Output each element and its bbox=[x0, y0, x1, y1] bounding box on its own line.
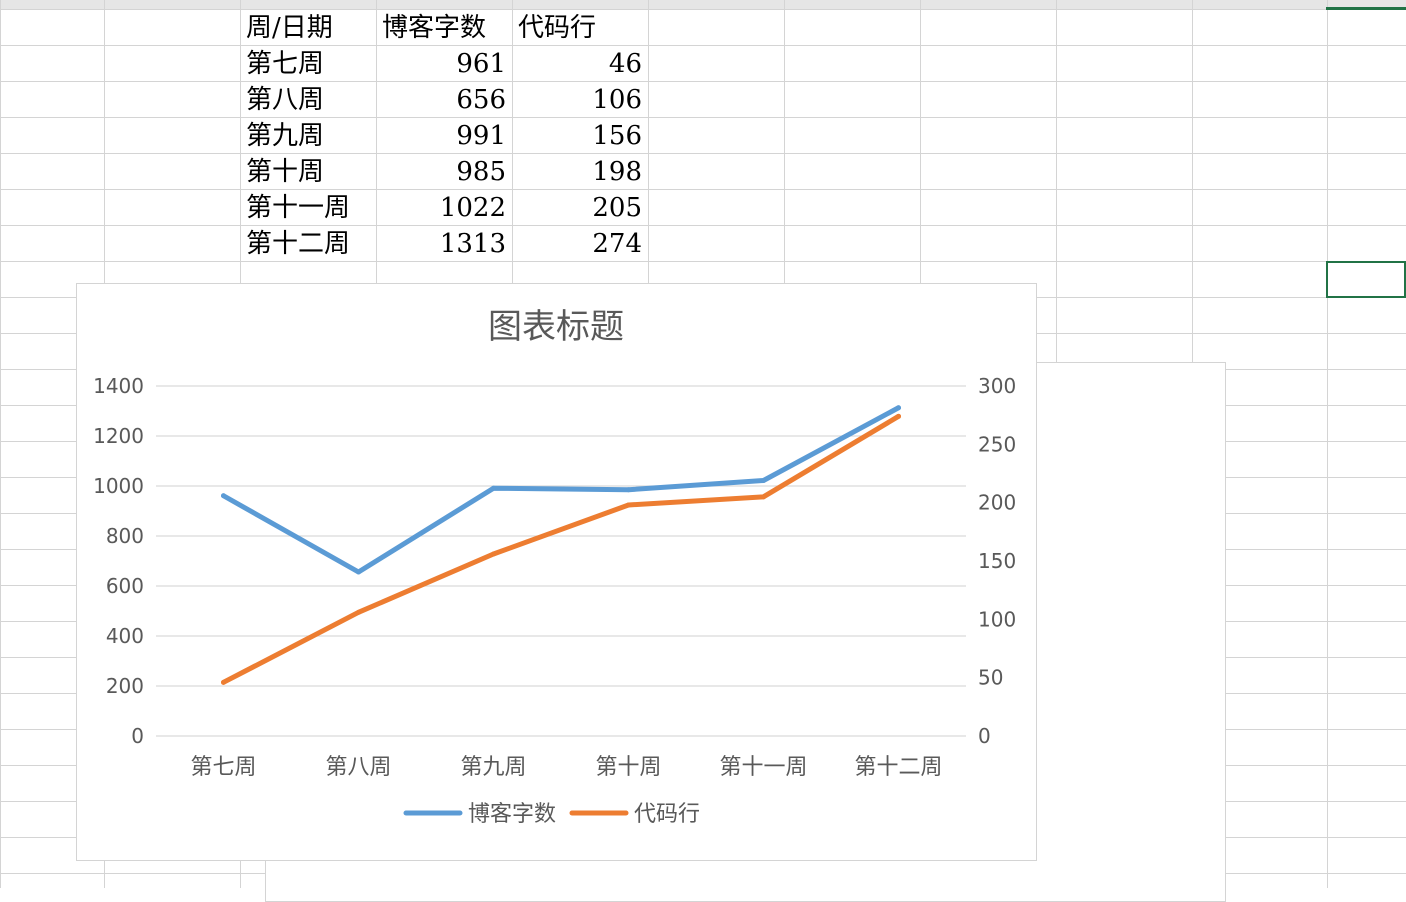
left-axis-tick-label: 200 bbox=[106, 674, 144, 698]
table-cell[interactable]: 106 bbox=[592, 85, 642, 115]
table-cell[interactable]: 第十一周 bbox=[246, 193, 351, 223]
data-point[interactable] bbox=[896, 405, 901, 411]
right-axis-tick-label: 300 bbox=[978, 374, 1016, 398]
x-axis-tick-label: 第七周 bbox=[190, 755, 256, 780]
data-point[interactable] bbox=[761, 494, 766, 500]
series-lines bbox=[221, 405, 901, 685]
table-cell[interactable]: 第十二周 bbox=[246, 229, 351, 259]
data-point[interactable] bbox=[626, 487, 631, 493]
header-cell[interactable]: 博客字数 bbox=[382, 13, 487, 43]
header-cell[interactable]: 周/日期 bbox=[246, 13, 333, 43]
chart-title[interactable]: 图表标题 bbox=[488, 307, 624, 347]
table-cell[interactable]: 991 bbox=[456, 121, 506, 151]
right-axis-tick-label: 150 bbox=[978, 549, 1016, 573]
left-axis-tick-label: 800 bbox=[106, 524, 144, 548]
data-point[interactable] bbox=[356, 609, 361, 615]
right-axis-tick-label: 200 bbox=[978, 491, 1016, 515]
data-point[interactable] bbox=[221, 679, 226, 685]
series-line[interactable] bbox=[221, 413, 901, 685]
data-point[interactable] bbox=[491, 551, 496, 557]
x-axis-tick-label: 第十二周 bbox=[854, 755, 942, 780]
series-line[interactable] bbox=[221, 405, 901, 575]
x-axis-tick-label: 第九周 bbox=[460, 755, 526, 780]
left-axis-tick-label: 1000 bbox=[93, 474, 144, 498]
right-axis-tick-label: 100 bbox=[978, 607, 1016, 631]
table-cell[interactable]: 985 bbox=[456, 157, 506, 187]
data-point[interactable] bbox=[356, 569, 361, 575]
x-axis-ticks: 第七周 第八周 第九周 第十周 第十一周 第十二周 bbox=[190, 755, 942, 780]
data-point[interactable] bbox=[221, 493, 226, 499]
x-axis-tick-label: 第十周 bbox=[595, 755, 661, 780]
chart-area[interactable] bbox=[76, 283, 1037, 861]
table-cell[interactable]: 656 bbox=[456, 85, 506, 115]
column-selection-indicator bbox=[1326, 7, 1406, 10]
table-cell[interactable]: 第八周 bbox=[246, 85, 325, 115]
data-point[interactable] bbox=[761, 478, 766, 483]
x-axis-tick-label: 第十一周 bbox=[719, 755, 807, 780]
left-axis-tick-label: 600 bbox=[106, 574, 144, 598]
table-cell[interactable]: 第十周 bbox=[246, 157, 325, 187]
table-cell[interactable]: 198 bbox=[592, 157, 642, 187]
data-point[interactable] bbox=[626, 502, 631, 508]
legend-label: 博客字数 bbox=[468, 802, 556, 827]
left-axis-tick-label: 0 bbox=[131, 724, 144, 748]
left-axis-tick-label: 400 bbox=[106, 624, 144, 648]
selected-cell[interactable] bbox=[1326, 261, 1406, 298]
legend[interactable]: 博客字数 代码行 bbox=[403, 802, 700, 827]
table-cell[interactable]: 1022 bbox=[439, 193, 506, 223]
right-axis-ticks: 0 50 100 150 200 250 300 bbox=[978, 374, 1016, 748]
table-cell[interactable]: 156 bbox=[592, 121, 642, 151]
left-axis-ticks: 0 200 400 600 800 1000 1200 1400 bbox=[93, 374, 144, 748]
data-point[interactable] bbox=[491, 485, 496, 491]
right-axis-tick-label: 250 bbox=[978, 432, 1016, 456]
table-cell[interactable]: 1313 bbox=[439, 229, 506, 259]
right-axis-tick-label: 0 bbox=[978, 724, 991, 748]
legend-label: 代码行 bbox=[634, 802, 700, 827]
table-cell[interactable]: 第七周 bbox=[246, 49, 325, 79]
left-axis-tick-label: 1400 bbox=[93, 374, 144, 398]
line-chart: 图表标题 0 200 400 600 800 1000 1200 1400 0 50 100 150… bbox=[93, 307, 1016, 827]
table-cell[interactable]: 46 bbox=[608, 49, 642, 79]
left-axis-tick-label: 1200 bbox=[93, 424, 144, 448]
table-cell[interactable]: 第九周 bbox=[246, 121, 325, 151]
x-axis-tick-label: 第八周 bbox=[325, 755, 391, 780]
header-cell[interactable]: 代码行 bbox=[518, 13, 597, 43]
table-cell[interactable]: 205 bbox=[592, 193, 642, 223]
table-cell[interactable]: 274 bbox=[592, 229, 642, 259]
data-point[interactable] bbox=[896, 413, 901, 419]
right-axis-tick-label: 50 bbox=[978, 666, 1003, 690]
table-cell[interactable]: 961 bbox=[456, 49, 506, 79]
